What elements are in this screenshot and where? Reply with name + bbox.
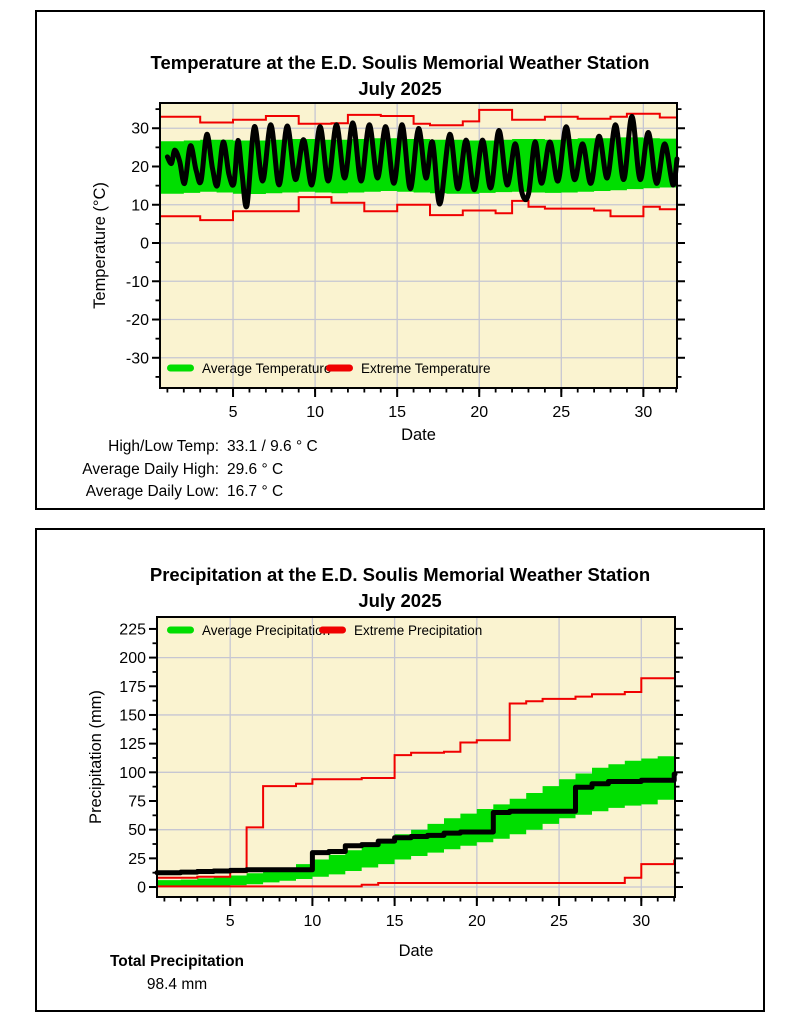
svg-text:225: 225 xyxy=(119,621,146,638)
legend: Average Temperature Extreme Temperature xyxy=(167,361,491,376)
legend-swatch xyxy=(326,364,353,372)
precipitation-chart-subtitle: July 2025 xyxy=(358,590,442,611)
extreme-low-line xyxy=(157,859,676,888)
plot-border xyxy=(159,102,678,389)
legend-label: Average Precipitation xyxy=(202,623,330,638)
svg-text:30: 30 xyxy=(131,121,149,138)
svg-text:75: 75 xyxy=(128,793,146,810)
observed-temperature-line xyxy=(164,113,680,210)
svg-text:10: 10 xyxy=(306,404,324,421)
stat-average-daily-low: Average Daily Low: 16.7 ° C xyxy=(77,481,318,504)
svg-text:15: 15 xyxy=(386,913,404,930)
svg-text:50: 50 xyxy=(128,822,146,839)
svg-text:25: 25 xyxy=(128,851,146,868)
precipitation-chart-title: Precipitation at the E.D. Soulis Memoria… xyxy=(149,564,651,585)
stat-label: High/Low Temp: xyxy=(108,438,219,455)
legend: Average Precipitation Extreme Precipitati… xyxy=(167,623,482,638)
temperature-panel: Temperature at the E.D. Soulis Memorial … xyxy=(35,10,765,510)
svg-text:-30: -30 xyxy=(126,350,149,367)
svg-text:5: 5 xyxy=(226,913,235,930)
temperature-chart-subtitle: July 2025 xyxy=(358,78,442,99)
stat-value: 29.6 ° C xyxy=(227,460,284,478)
stat-value: 33.1 / 9.6 ° C xyxy=(227,438,318,455)
svg-text:25: 25 xyxy=(550,913,568,930)
total-precipitation: Total Precipitation 98.4 mm xyxy=(87,950,267,996)
svg-text:175: 175 xyxy=(119,679,146,696)
y-tick-labels: -30 -20 -10 0 10 20 30 xyxy=(126,121,149,368)
observed-precipitation-line xyxy=(154,771,678,876)
svg-text:15: 15 xyxy=(388,404,406,421)
plot-border xyxy=(156,616,676,898)
svg-text:10: 10 xyxy=(304,913,322,930)
total-precipitation-value: 98.4 mm xyxy=(146,976,208,993)
extreme-low-line xyxy=(160,196,677,222)
legend-swatch xyxy=(319,626,346,634)
y-tick-labels: 0 25 50 75 100 125 150 175 200 225 xyxy=(119,621,146,896)
extreme-high-line xyxy=(160,108,677,127)
temperature-chart: -30 -20 -10 0 10 20 30 5 10 15 20 25 30 Date Temperatu… xyxy=(91,102,685,444)
legend-swatch xyxy=(167,364,194,372)
legend-label: Extreme Temperature xyxy=(361,361,491,376)
stat-label: Average Daily Low: xyxy=(85,483,219,500)
svg-text:-20: -20 xyxy=(126,312,149,329)
svg-text:20: 20 xyxy=(468,913,486,930)
stat-label: Average Daily High: xyxy=(82,460,219,478)
x-axis-title: Date xyxy=(399,942,434,960)
legend-label: Average Temperature xyxy=(202,361,331,376)
svg-text:200: 200 xyxy=(119,650,146,667)
svg-text:30: 30 xyxy=(634,404,652,421)
legend-swatch xyxy=(167,626,194,634)
average-band xyxy=(157,755,675,887)
stat-high-low-temp: High/Low Temp: 33.1 / 9.6 ° C xyxy=(77,436,318,459)
svg-text:0: 0 xyxy=(137,880,146,897)
x-tick-labels: 5 10 15 20 25 30 xyxy=(229,404,653,421)
y-axis xyxy=(149,627,683,889)
svg-text:-10: -10 xyxy=(126,274,149,291)
stat-value: 16.7 ° C xyxy=(227,483,284,500)
extreme-high-line xyxy=(157,677,675,879)
x-axis xyxy=(163,897,676,906)
svg-text:10: 10 xyxy=(131,197,149,214)
y-axis-title: Precipitation (mm) xyxy=(87,690,105,824)
temperature-stats: High/Low Temp: 33.1 / 9.6 ° C Average Da… xyxy=(77,436,318,504)
precipitation-panel: Precipitation at the E.D. Soulis Memoria… xyxy=(35,528,765,1012)
x-axis-title: Date xyxy=(401,426,436,444)
x-axis xyxy=(166,388,678,397)
y-axis xyxy=(152,108,685,378)
precipitation-chart: 0 25 50 75 100 125 150 175 200 225 5 10 15 20 25 30 Date… xyxy=(87,616,683,960)
svg-text:20: 20 xyxy=(470,404,488,421)
stat-average-daily-high: Average Daily High: 29.6 ° C xyxy=(77,459,318,482)
x-tick-labels: 5 10 15 20 25 30 xyxy=(226,913,651,930)
svg-text:30: 30 xyxy=(632,913,650,930)
legend-label: Extreme Precipitation xyxy=(354,623,482,638)
svg-text:20: 20 xyxy=(131,159,149,176)
temperature-chart-title: Temperature at the E.D. Soulis Memorial … xyxy=(150,52,650,73)
svg-text:0: 0 xyxy=(140,236,149,253)
svg-text:150: 150 xyxy=(119,707,146,724)
svg-text:25: 25 xyxy=(552,404,570,421)
svg-text:125: 125 xyxy=(119,736,146,753)
total-precipitation-label: Total Precipitation xyxy=(109,953,245,970)
svg-text:100: 100 xyxy=(119,765,146,782)
svg-text:5: 5 xyxy=(229,404,238,421)
y-axis-title: Temperature (°C) xyxy=(91,182,109,309)
